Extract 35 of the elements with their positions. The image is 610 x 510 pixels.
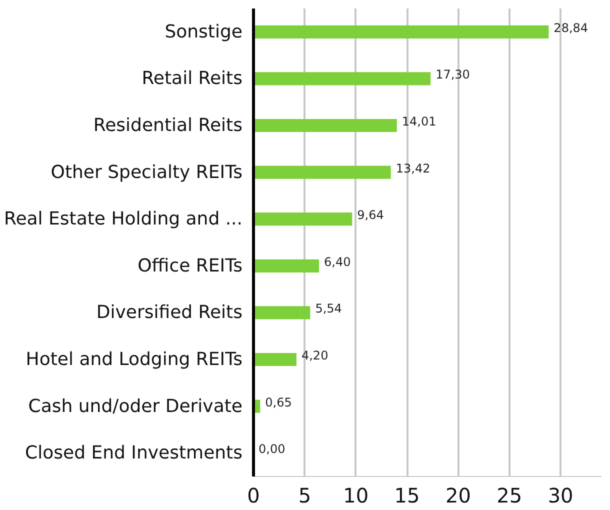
y-tick-label: Sonstige <box>164 21 243 42</box>
y-tick-label: Real Estate Holding and ... <box>4 208 242 230</box>
x-tick-label: 0 <box>247 484 260 508</box>
bar <box>254 72 431 86</box>
data-label: 17,30 <box>436 68 470 82</box>
x-tick-label: 10 <box>343 484 369 508</box>
data-label: 14,01 <box>402 114 436 128</box>
y-tick-label: Diversified Reits <box>96 302 243 324</box>
x-tick-label: 20 <box>445 484 471 508</box>
data-label: 6,40 <box>324 254 351 269</box>
y-tick-label: Retail Reits <box>142 68 243 90</box>
x-tick-label: 25 <box>496 484 522 508</box>
y-tick-label: Residential Reits <box>93 115 243 136</box>
bar <box>254 352 296 366</box>
bar <box>254 118 397 132</box>
y-tick-label: Cash und/oder Derivate <box>28 396 243 417</box>
data-label: 28,84 <box>554 20 588 35</box>
data-label: 9,64 <box>357 208 384 222</box>
bar <box>254 25 549 38</box>
bar <box>254 306 310 320</box>
data-label: 13,42 <box>396 161 430 176</box>
x-tick-label: 30 <box>548 484 574 508</box>
data-label: 0,00 <box>258 442 286 456</box>
y-tick-label: Hotel and Lodging REITs <box>26 349 242 370</box>
y-tick-label: Office REITs <box>138 255 243 276</box>
x-tick-label: 15 <box>394 484 420 508</box>
bar <box>254 166 391 179</box>
y-tick-label: Other Specialty REITs <box>50 162 243 183</box>
y-tick-label: Closed End Investments <box>25 442 243 464</box>
x-tick-label: 5 <box>298 484 312 508</box>
data-label: 0,65 <box>265 395 292 410</box>
bar <box>254 212 352 226</box>
data-label: 5,54 <box>315 302 342 316</box>
bar <box>254 259 320 272</box>
data-label: 4,20 <box>301 348 328 362</box>
